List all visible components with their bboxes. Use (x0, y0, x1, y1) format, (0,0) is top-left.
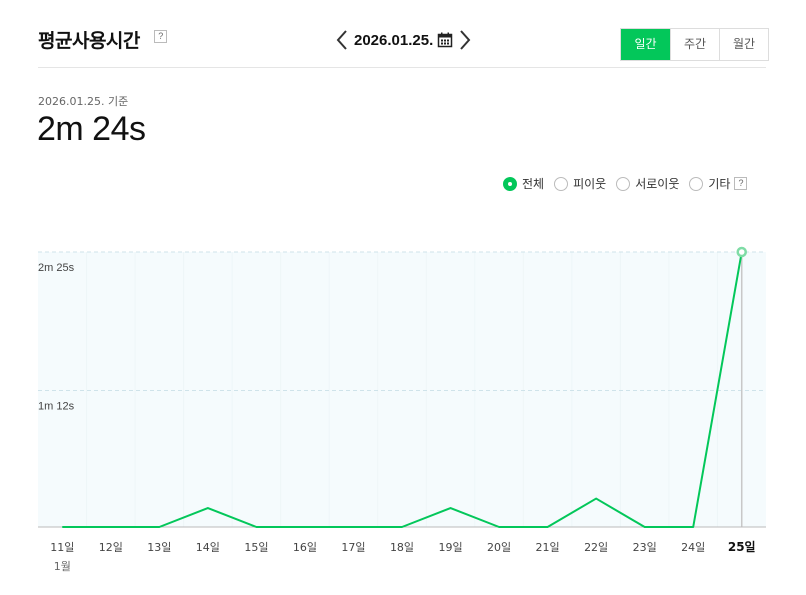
audience-filters: 전체 피이웃 서로이웃 기타 ? (503, 175, 748, 192)
x-tick-label: 13일 (147, 540, 171, 554)
date-navigator: 2026.01.25. (334, 28, 473, 52)
x-tick-label: 19일 (438, 540, 462, 554)
x-tick-label: 22일 (584, 540, 608, 554)
current-date: 2026.01.25. (354, 31, 434, 49)
x-tick-label: 20일 (487, 540, 511, 554)
average-usage-value: 2m 24s (37, 110, 146, 148)
header: 평균사용시간 ? 2026.01.25. 일간 주간 월간 (0, 0, 806, 68)
radio-selected-icon (503, 176, 517, 191)
data-point-highlight (736, 246, 747, 258)
chevron-right-icon (460, 30, 471, 50)
x-month-label: 1월 (54, 560, 71, 573)
radio-icon (616, 176, 631, 191)
radio-icon (554, 176, 569, 191)
tab-monthly[interactable]: 월간 (719, 29, 768, 60)
filter-all[interactable]: 전체 (503, 175, 544, 192)
x-tick-label: 14일 (196, 540, 220, 554)
radio-icon (689, 176, 704, 191)
x-tick-label: 16일 (293, 540, 317, 554)
page-title: 평균사용시간 ? (38, 26, 167, 53)
x-tick-label: 17일 (341, 540, 365, 554)
tab-daily[interactable]: 일간 (621, 29, 670, 60)
filter-label: 피이웃 (573, 177, 607, 191)
x-tick-label: 23일 (633, 540, 657, 554)
filter-neighbors[interactable]: 피이웃 (554, 175, 606, 192)
header-divider (38, 67, 766, 68)
help-icon[interactable]: ? (734, 177, 748, 190)
x-tick-label: 15일 (244, 540, 268, 554)
x-tick-label: 25일 (728, 540, 756, 554)
filter-label: 서로이웃 (635, 177, 680, 191)
plot-area (38, 252, 766, 527)
calendar-icon[interactable] (437, 32, 453, 48)
prev-date-button[interactable] (334, 28, 350, 52)
filter-label: 전체 (522, 177, 545, 191)
help-icon[interactable]: ? (154, 30, 167, 43)
filter-other[interactable]: 기타 (689, 175, 730, 192)
y-tick-label: 2m 25s (38, 262, 75, 274)
usage-line-chart: 1m 12s 2m 25s 11일 12일 13일 14일 15일 16일 17일 18일 19일 2… (38, 246, 766, 573)
x-tick-label: 18일 (390, 540, 414, 554)
basis-date: 2026.01.25. 기준 (38, 95, 129, 108)
chevron-left-icon (336, 30, 347, 50)
x-tick-label: 12일 (99, 540, 123, 554)
y-tick-label: 1m 12s (38, 400, 75, 412)
tab-weekly[interactable]: 주간 (670, 29, 719, 60)
page-title-text: 평균사용시간 (38, 30, 140, 52)
x-tick-label: 11일 (50, 540, 74, 554)
x-tick-label: 21일 (536, 540, 560, 554)
next-date-button[interactable] (457, 28, 473, 52)
period-tabs: 일간 주간 월간 (620, 28, 769, 61)
x-tick-label: 24일 (681, 540, 705, 554)
filter-label: 기타 (708, 177, 731, 191)
filter-mutual-neighbors[interactable]: 서로이웃 (616, 175, 679, 192)
